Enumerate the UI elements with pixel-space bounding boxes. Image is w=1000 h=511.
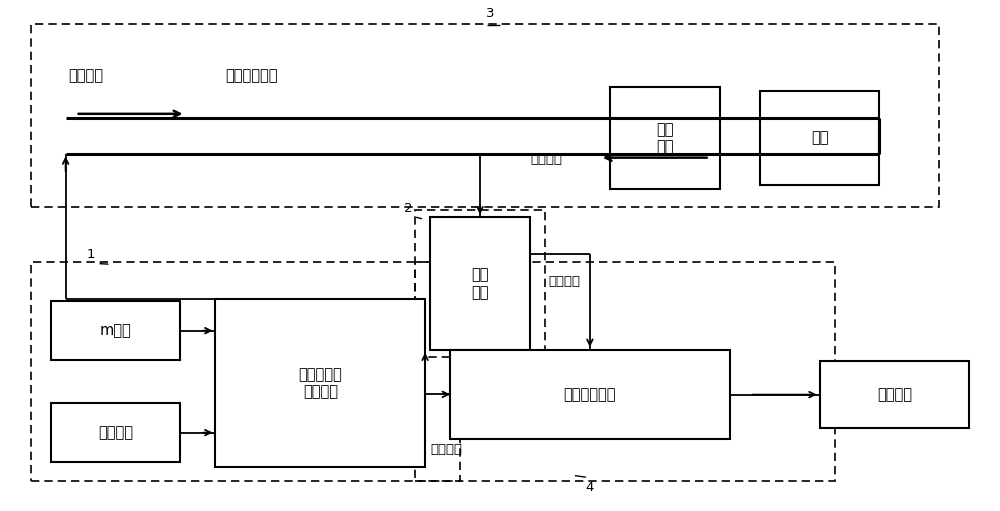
Text: 信号
分离: 信号 分离 (471, 267, 489, 300)
Text: 1: 1 (87, 248, 96, 261)
Text: 故障信息: 故障信息 (877, 387, 912, 402)
Bar (31, 24, 939, 207)
Bar (760, 91, 879, 185)
Text: 负载: 负载 (811, 130, 828, 146)
Text: 入射信号: 入射信号 (430, 443, 462, 456)
Text: 二进制相移
键控调制: 二进制相移 键控调制 (298, 367, 342, 399)
Text: 2: 2 (404, 202, 412, 215)
Bar (610, 87, 720, 189)
Text: 待测飞机线缆: 待测飞机线缆 (225, 68, 278, 83)
Bar (415, 210, 545, 357)
Bar (215, 299, 425, 467)
Text: 3: 3 (486, 7, 494, 20)
Bar (31, 262, 460, 481)
Text: 反射信号: 反射信号 (530, 153, 562, 166)
Bar (51, 403, 180, 462)
Text: 故障信号处理: 故障信号处理 (564, 387, 616, 402)
Bar (820, 361, 969, 428)
Text: m序列: m序列 (100, 323, 131, 338)
Bar (51, 301, 180, 360)
Bar (430, 217, 530, 350)
Text: 正弦载波: 正弦载波 (98, 425, 133, 440)
Bar (415, 262, 835, 481)
Text: 模拟
故障: 模拟 故障 (656, 122, 674, 154)
Text: 反射信号: 反射信号 (548, 275, 580, 289)
Bar (450, 350, 730, 439)
Text: 4: 4 (586, 481, 594, 494)
Text: 入射信号: 入射信号 (69, 68, 104, 83)
